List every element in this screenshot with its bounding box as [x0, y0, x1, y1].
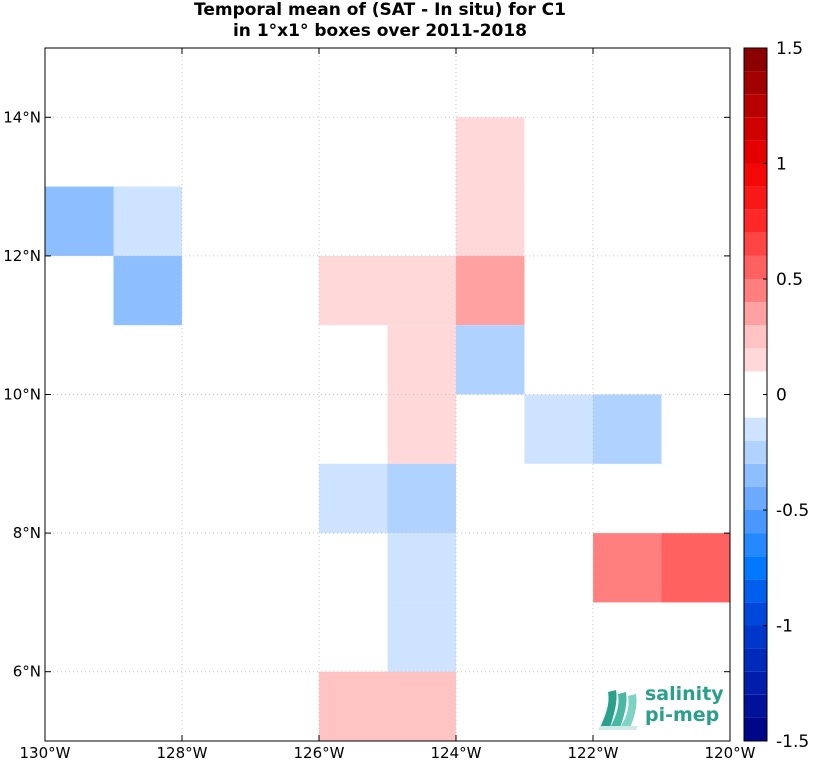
heatmap-cell: [387, 394, 456, 464]
heatmap-cell: [387, 602, 456, 672]
heatmap-cells: [45, 117, 730, 741]
colorbar-segment: [744, 648, 767, 672]
colorbar-segment: [744, 325, 767, 349]
heatmap-cell: [387, 463, 456, 534]
colorbar-segment: [744, 625, 767, 649]
x-tick-label: 124°W: [431, 744, 482, 762]
logo-line-1: salinity: [645, 683, 724, 705]
colorbar-segment: [744, 302, 767, 326]
logo-text: salinity pi-mep: [645, 684, 724, 726]
colorbar-segment: [744, 440, 767, 464]
wave-logo-icon: [598, 690, 638, 730]
salinity-pi-mep-logo: salinity pi-mep: [596, 684, 726, 732]
heatmap-cell: [593, 394, 662, 464]
heatmap-cell: [319, 463, 388, 534]
heatmap-cell: [524, 394, 593, 464]
chart-title-line-2: in 1°x1° boxes over 2011-2018: [232, 21, 528, 41]
logo-line-2: pi-mep: [645, 704, 720, 726]
chart-title: Temporal mean of (SAT - In situ) for C1 …: [0, 0, 760, 42]
x-tick-label: 130°W: [20, 744, 71, 762]
heatmap-cell: [319, 255, 388, 326]
x-tick-label: 126°W: [294, 744, 345, 762]
heatmap-cell: [113, 255, 182, 326]
colorbar-tick-label: 1.5: [776, 39, 803, 59]
heatmap-cell: [387, 671, 456, 741]
colorbar-tick-label: -1.5: [776, 732, 809, 752]
colorbar-segment: [744, 579, 767, 603]
x-tick-label: 122°W: [568, 744, 619, 762]
colorbar-segment: [744, 510, 767, 534]
colorbar-tick-label: 0: [776, 386, 787, 406]
heatmap-cell: [387, 325, 456, 395]
heatmap-cell: [456, 117, 525, 187]
colorbar-tick-label: 0.5: [776, 270, 803, 290]
colorbar-segment: [744, 394, 767, 418]
heatmap-cell: [113, 186, 182, 256]
heatmap-cell: [456, 186, 525, 256]
colorbar-segment: [744, 255, 767, 279]
colorbar-segment: [744, 348, 767, 372]
heatmap-cell: [593, 533, 662, 603]
colorbar-tick-label: -0.5: [776, 501, 809, 521]
axes: 130°W 128°W 126°W 124°W 122°W 120°W 6°N 8°N 10°N…: [3, 48, 756, 762]
colorbar-segment: [744, 117, 767, 141]
colorbar: 1.5 1 0.5 0 -0.5 -1 -1.5: [743, 39, 809, 752]
colorbar-segment: [744, 232, 767, 256]
colorbar-segment: [744, 94, 767, 118]
heatmap-cell: [456, 325, 525, 395]
colorbar-segment: [744, 671, 767, 695]
colorbar-segment: [744, 717, 767, 741]
heatmap-cell: [387, 255, 456, 326]
colorbar-segment: [744, 209, 767, 233]
colorbar-segment: [744, 71, 767, 95]
colorbar-segment: [744, 186, 767, 210]
colorbar-segment: [744, 48, 767, 72]
colorbar-segment: [744, 486, 767, 510]
colorbar-segment: [744, 463, 767, 487]
x-tick-label: 128°W: [157, 744, 208, 762]
chart-title-line-1: Temporal mean of (SAT - In situ) for C1: [194, 0, 566, 20]
heatmap-cell: [45, 186, 114, 256]
y-tick-label: 14°N: [3, 108, 41, 126]
y-tick-label: 12°N: [3, 247, 41, 265]
heatmap-cell: [387, 533, 456, 603]
colorbar-segment: [744, 140, 767, 164]
colorbar-segment: [744, 556, 767, 580]
colorbar-tick-label: 1: [776, 155, 787, 175]
heatmap-cell: [456, 255, 525, 326]
heatmap-cell: [661, 533, 730, 603]
y-tick-label: 6°N: [13, 663, 41, 681]
colorbar-tick-label: -1: [776, 617, 793, 637]
x-tick-label: 120°W: [705, 744, 756, 762]
heatmap-cell: [319, 671, 388, 741]
colorbar-segment: [744, 417, 767, 441]
colorbar-segment: [744, 163, 767, 187]
y-tick-label: 10°N: [3, 386, 41, 404]
colorbar-segment: [744, 694, 767, 718]
colorbar-segment: [744, 602, 767, 626]
y-tick-label: 8°N: [13, 524, 41, 542]
colorbar-segment: [744, 533, 767, 557]
colorbar-segment: [744, 371, 767, 395]
colorbar-segment: [744, 279, 767, 303]
